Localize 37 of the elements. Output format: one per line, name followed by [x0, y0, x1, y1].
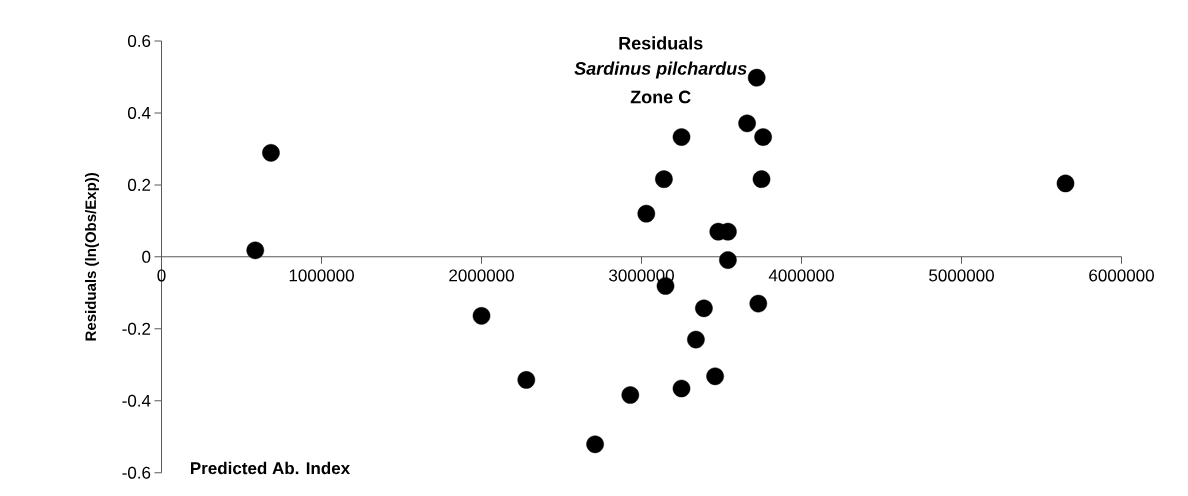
- point: [1056, 174, 1075, 193]
- point: [637, 204, 656, 223]
- point: [672, 379, 691, 398]
- y-axis-title: Residuals (ln(Obs/Exp)): [85, 173, 99, 341]
- y-tick-label: 0: [142, 250, 151, 263]
- point: [246, 241, 265, 260]
- x-tick-label: 1000000: [289, 269, 354, 282]
- point: [262, 144, 280, 162]
- x-axis-title: Predicted Ab. Index: [191, 461, 351, 475]
- point: [687, 330, 705, 349]
- x-tick-label: 6000000: [1089, 269, 1154, 282]
- point: [586, 435, 604, 454]
- y-tick-label: 0.6: [128, 34, 151, 48]
- point: [719, 251, 737, 269]
- point: [747, 68, 766, 87]
- x-tick-label: 4000000: [768, 269, 834, 282]
- x-tick-label: 2000000: [449, 269, 514, 282]
- point: [472, 307, 491, 325]
- point: [621, 386, 640, 404]
- point: [752, 170, 771, 188]
- point: [749, 294, 768, 313]
- text: Sardinus pilchardus: [574, 61, 747, 79]
- annotation: Zone C: [630, 90, 691, 104]
- y-tick-label: -0.4: [122, 394, 151, 407]
- point: [672, 128, 691, 146]
- point: [706, 367, 724, 386]
- point: [754, 128, 772, 146]
- point: [738, 114, 756, 133]
- x-tick-label: 5000000: [929, 269, 994, 282]
- y-tick-label: -0.2: [122, 322, 151, 335]
- point: [517, 371, 536, 389]
- chart-title: Residuals: [619, 36, 703, 50]
- point: [655, 170, 673, 188]
- y-tick-label: 0.4: [128, 106, 151, 119]
- point: [695, 299, 713, 318]
- y-tick-label: 0.2: [128, 178, 151, 191]
- y-tick-label: -0.6: [122, 466, 151, 479]
